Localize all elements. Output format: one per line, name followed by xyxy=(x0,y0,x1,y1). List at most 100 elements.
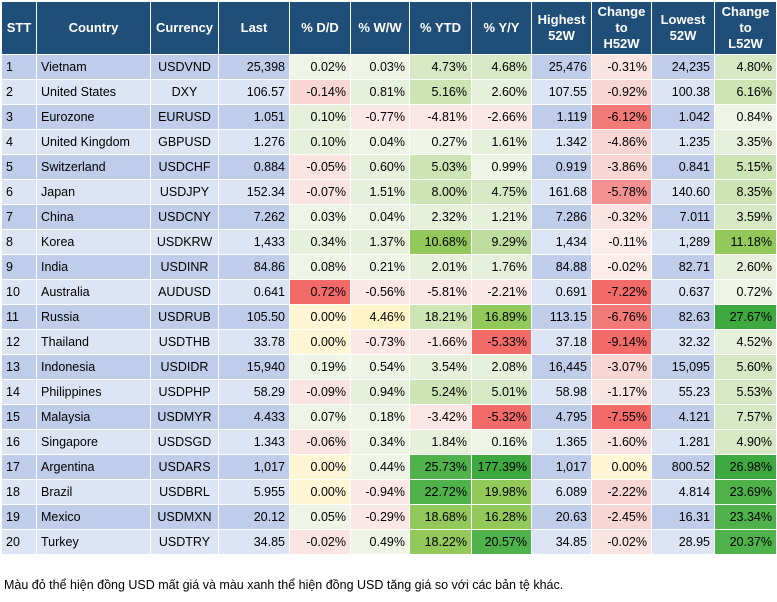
cell-last: 34.85 xyxy=(218,529,290,555)
cell-stt: 11 xyxy=(1,304,37,330)
cell-changeh52w: 0.00% xyxy=(591,454,652,480)
cell-dd: -0.02% xyxy=(289,529,351,555)
cell-dd: -0.09% xyxy=(289,379,351,405)
table-row: 9 India USDINR 84.86 0.08% 0.21% 2.01% 1.76% 84.… xyxy=(1,254,777,280)
cell-ww: 0.44% xyxy=(350,454,410,480)
col-high52w-header: Highest 52W xyxy=(531,1,592,55)
cell-stt: 9 xyxy=(1,254,37,280)
table-row: 8 Korea USDKRW 1,433 0.34% 1.37% 10.68% 9.29% 1,… xyxy=(1,229,777,255)
table-row: 13 Indonesia USDIDR 15,940 0.19% 0.54% 3.54% 2.… xyxy=(1,354,777,380)
cell-ytd: 5.24% xyxy=(409,379,472,405)
cell-high52w: 34.85 xyxy=(531,529,592,555)
cell-country: Argentina xyxy=(36,454,151,480)
cell-dd: 0.00% xyxy=(289,479,351,505)
cell-low52w: 28.95 xyxy=(651,529,715,555)
cell-ww: 0.04% xyxy=(350,129,410,155)
cell-changel52w: 4.90% xyxy=(714,429,777,455)
cell-currency: USDINR xyxy=(150,254,219,280)
cell-changeh52w: -0.32% xyxy=(591,204,652,230)
cell-stt: 19 xyxy=(1,504,37,530)
cell-ytd: 8.00% xyxy=(409,179,472,205)
cell-last: 0.641 xyxy=(218,279,290,305)
cell-changeh52w: -9.14% xyxy=(591,329,652,355)
table-row: 16 Singapore USDSGD 1.343 -0.06% 0.34% 1.84% 0.… xyxy=(1,429,777,455)
cell-ytd: 18.68% xyxy=(409,504,472,530)
cell-last: 25,398 xyxy=(218,54,290,80)
cell-dd: -0.14% xyxy=(289,79,351,105)
table-body: 1 Vietnam USDVND 25,398 0.02% 0.03% 4.73% 4.68%… xyxy=(1,54,777,555)
cell-stt: 17 xyxy=(1,454,37,480)
cell-ytd: -1.66% xyxy=(409,329,472,355)
cell-country: Switzerland xyxy=(36,154,151,180)
cell-changel52w: 4.52% xyxy=(714,329,777,355)
cell-low52w: 55.23 xyxy=(651,379,715,405)
col-dd-header: % D/D xyxy=(289,1,351,55)
cell-yy: 4.68% xyxy=(471,54,532,80)
cell-country: Philippines xyxy=(36,379,151,405)
cell-low52w: 82.63 xyxy=(651,304,715,330)
cell-stt: 10 xyxy=(1,279,37,305)
cell-changeh52w: -3.86% xyxy=(591,154,652,180)
table-row: 14 Philippines USDPHP 58.29 -0.09% 0.94% 5.24%… xyxy=(1,379,777,405)
cell-last: 84.86 xyxy=(218,254,290,280)
col-yy-header: % Y/Y xyxy=(471,1,532,55)
cell-ytd: 5.03% xyxy=(409,154,472,180)
cell-changeh52w: -6.12% xyxy=(591,104,652,130)
cell-changel52w: 23.34% xyxy=(714,504,777,530)
cell-country: Indonesia xyxy=(36,354,151,380)
cell-stt: 7 xyxy=(1,204,37,230)
col-changeh52w-header: Change to H52W xyxy=(591,1,652,55)
cell-country: Japan xyxy=(36,179,151,205)
cell-low52w: 1.042 xyxy=(651,104,715,130)
cell-last: 4.433 xyxy=(218,404,290,430)
footnote: Màu đỏ thể hiện đồng USD mất giá và màu … xyxy=(4,578,564,592)
cell-low52w: 4.121 xyxy=(651,404,715,430)
cell-low52w: 4.814 xyxy=(651,479,715,505)
cell-country: Malaysia xyxy=(36,404,151,430)
cell-ytd: 3.54% xyxy=(409,354,472,380)
cell-ww: 0.34% xyxy=(350,429,410,455)
cell-ww: 4.46% xyxy=(350,304,410,330)
cell-dd: 0.02% xyxy=(289,54,351,80)
cell-yy: 1.21% xyxy=(471,204,532,230)
cell-ww: 0.21% xyxy=(350,254,410,280)
cell-last: 152.34 xyxy=(218,179,290,205)
cell-high52w: 1.365 xyxy=(531,429,592,455)
cell-country: Thailand xyxy=(36,329,151,355)
cell-changel52w: 5.60% xyxy=(714,354,777,380)
cell-low52w: 0.637 xyxy=(651,279,715,305)
cell-ytd: -4.81% xyxy=(409,104,472,130)
cell-country: India xyxy=(36,254,151,280)
cell-yy: 0.16% xyxy=(471,429,532,455)
cell-high52w: 4.795 xyxy=(531,404,592,430)
col-ww-header: % W/W xyxy=(350,1,410,55)
cell-changel52w: 3.59% xyxy=(714,204,777,230)
cell-changeh52w: -5.78% xyxy=(591,179,652,205)
cell-yy: 2.60% xyxy=(471,79,532,105)
cell-changeh52w: -0.92% xyxy=(591,79,652,105)
table-row: 10 Australia AUDUSD 0.641 0.72% -0.56% -5.81% -… xyxy=(1,279,777,305)
table-row: 4 United Kingdom GBPUSD 1.276 0.10% 0.04% 0.27… xyxy=(1,129,777,155)
cell-country: Brazil xyxy=(36,479,151,505)
cell-currency: USDTHB xyxy=(150,329,219,355)
cell-low52w: 1,289 xyxy=(651,229,715,255)
cell-high52w: 58.98 xyxy=(531,379,592,405)
cell-currency: AUDUSD xyxy=(150,279,219,305)
cell-last: 1.343 xyxy=(218,429,290,455)
cell-ww: 0.03% xyxy=(350,54,410,80)
cell-dd: -0.06% xyxy=(289,429,351,455)
cell-changel52w: 23.69% xyxy=(714,479,777,505)
cell-stt: 13 xyxy=(1,354,37,380)
cell-ww: 0.54% xyxy=(350,354,410,380)
cell-yy: 2.08% xyxy=(471,354,532,380)
cell-dd: 0.72% xyxy=(289,279,351,305)
cell-changeh52w: -1.17% xyxy=(591,379,652,405)
cell-stt: 12 xyxy=(1,329,37,355)
cell-high52w: 1,017 xyxy=(531,454,592,480)
cell-last: 20.12 xyxy=(218,504,290,530)
col-last-header: Last xyxy=(218,1,290,55)
cell-changel52w: 20.37% xyxy=(714,529,777,555)
cell-high52w: 20.63 xyxy=(531,504,592,530)
cell-ytd: 2.01% xyxy=(409,254,472,280)
cell-yy: 16.28% xyxy=(471,504,532,530)
